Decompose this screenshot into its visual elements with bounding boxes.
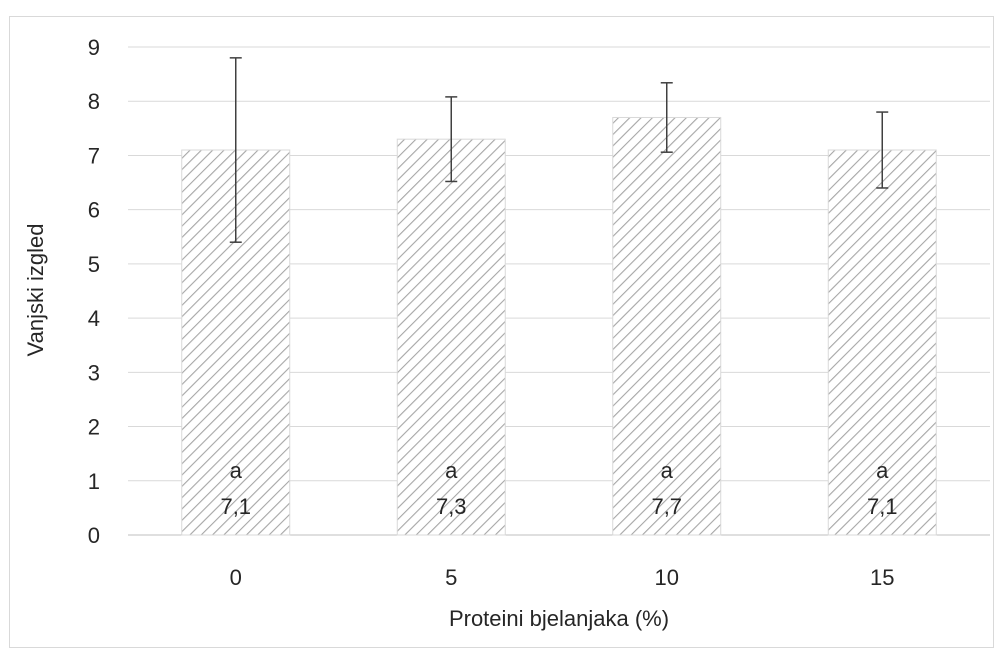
x-axis-title: Proteini bjelanjaka (%) [449,606,669,631]
data-label: 7,1 [220,494,251,519]
x-tick-label: 5 [445,565,457,590]
y-tick-label: 4 [88,306,100,331]
y-tick-label: 1 [88,469,100,494]
y-tick-label: 7 [88,143,100,168]
y-tick-label: 9 [88,35,100,60]
data-labels-group: a 7,1 a 7,3 a 7,7 a 7,1 [220,458,897,519]
data-label: 7,1 [867,494,898,519]
y-tick-label: 0 [88,523,100,548]
y-tick-label: 2 [88,415,100,440]
significance-letter: a [876,458,889,483]
y-tick-label: 3 [88,360,100,385]
bar [827,149,937,536]
y-tick-label: 6 [88,198,100,223]
significance-letter: a [445,458,458,483]
data-label: 7,7 [651,494,682,519]
significance-letter: a [661,458,674,483]
error-bars-group [229,57,889,243]
y-axis-title: Vanjski izgled [23,224,48,357]
x-tick-label: 15 [870,565,894,590]
x-tick-label: 10 [655,565,679,590]
y-tick-labels: 0 1 2 3 4 5 6 7 8 9 [88,35,100,548]
y-tick-label: 5 [88,252,100,277]
data-label: 7,3 [436,494,467,519]
x-tick-labels: 0 5 10 15 [230,565,895,590]
bar [396,138,506,536]
bars-group [181,116,937,536]
significance-letter: a [230,458,243,483]
y-tick-label: 8 [88,89,100,114]
x-tick-label: 0 [230,565,242,590]
bar [612,116,722,536]
